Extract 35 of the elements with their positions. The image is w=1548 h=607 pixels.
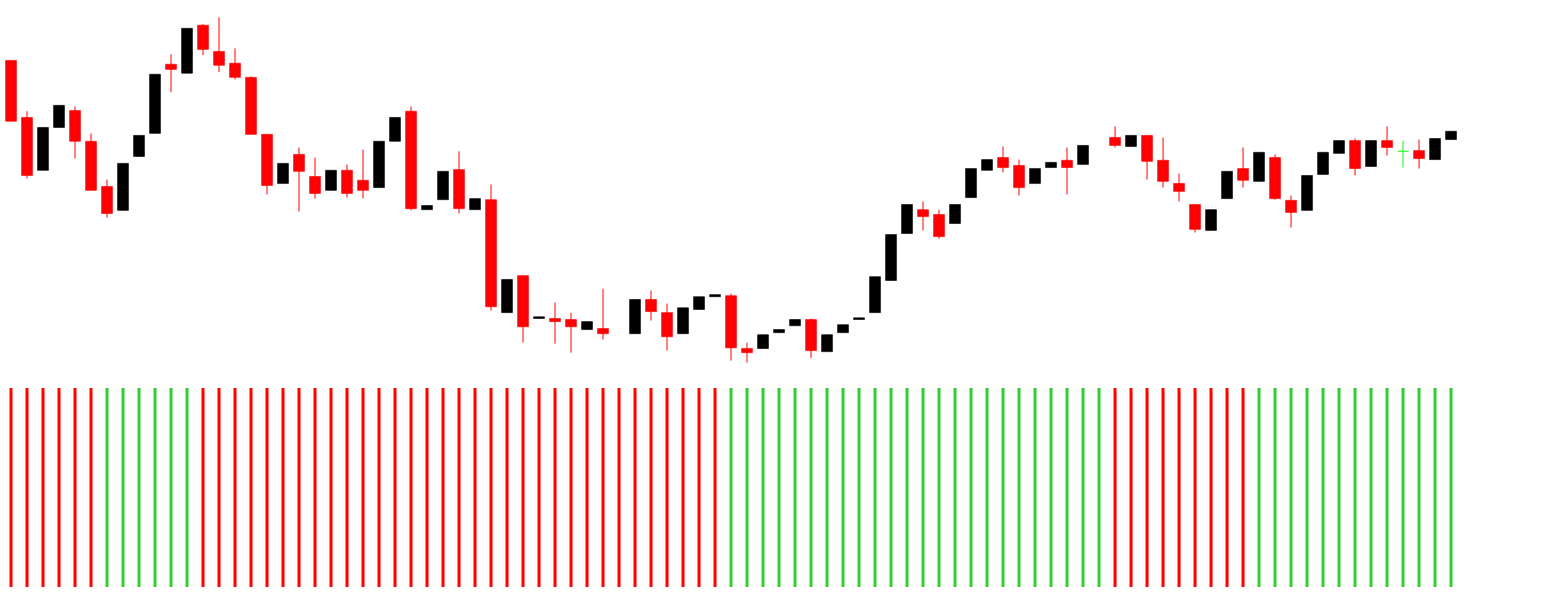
candlestick [1237,147,1249,189]
candlestick [389,116,401,142]
candlestick [1205,209,1217,231]
candlestick [1381,125,1393,156]
candlestick [165,53,177,93]
candlestick [933,209,945,240]
candlestick [325,169,337,191]
candlestick [917,200,929,231]
candlestick [645,290,657,322]
candlestick [1173,172,1185,202]
candlestick [565,312,577,354]
candlestick [133,134,145,157]
candlestick [741,342,753,364]
candlestick [949,204,961,224]
candlestick [1109,125,1121,148]
candlestick [293,147,305,212]
candlestick [597,288,609,341]
candlestick [53,104,65,128]
candlestick [997,145,1009,173]
candlestick [1413,139,1425,170]
candlestick [1285,195,1297,229]
candlestick [277,162,289,184]
candlestick [1157,136,1169,189]
candlestick [341,163,353,199]
candlestick [357,149,369,200]
candlestick [549,302,561,345]
candlestick [229,47,241,80]
candlestick [1013,159,1025,197]
candlestick [213,16,225,73]
candlestick [1061,147,1073,195]
candlestick [309,157,321,200]
candlestick [1429,138,1441,161]
candlestick [1077,144,1089,165]
candlestick [1317,151,1329,175]
candlestick [1397,140,1409,169]
